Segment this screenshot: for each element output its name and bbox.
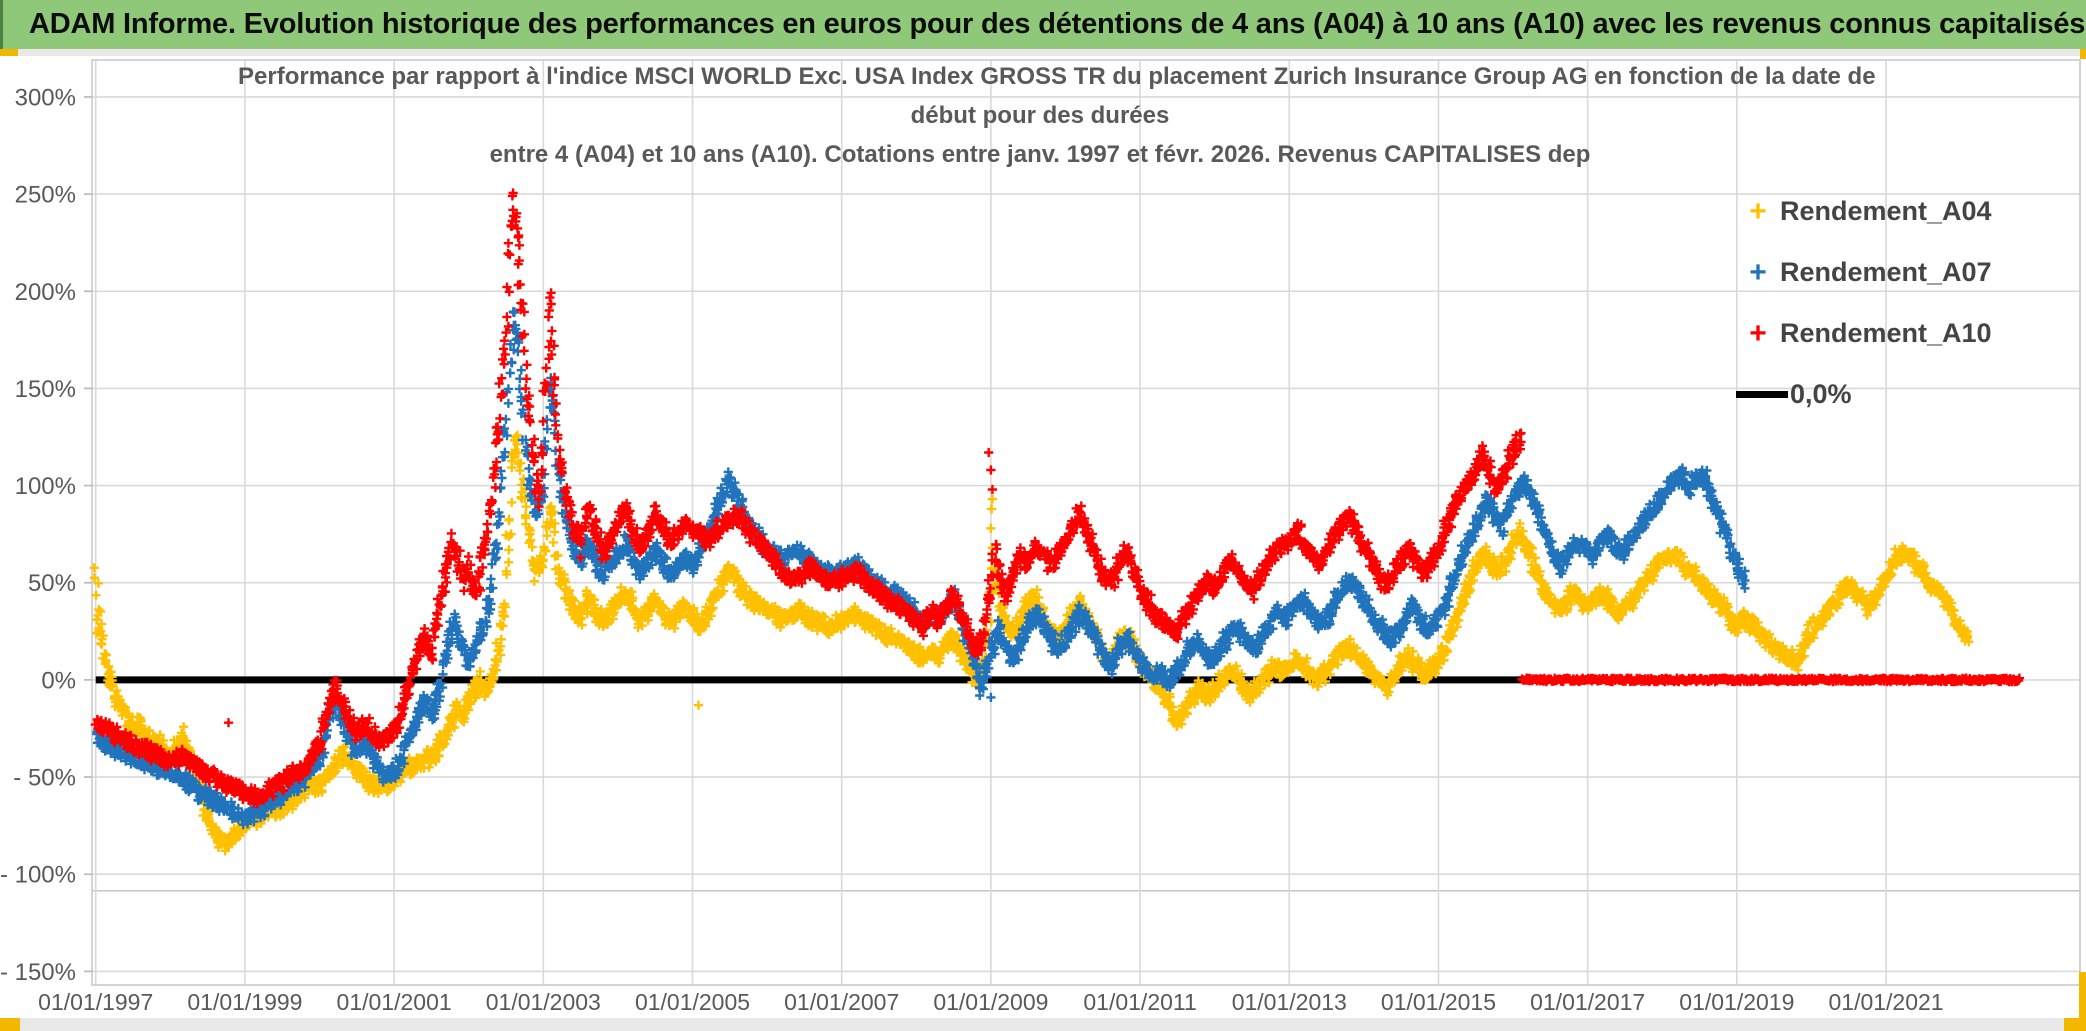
legend-item-rendement-a10[interactable]: + Rendement_A10 [1736,310,1992,357]
bottom-left-gold-accent [0,1018,20,1031]
svg-text:01/01/1999: 01/01/1999 [187,989,302,1015]
svg-text:01/01/2001: 01/01/2001 [337,989,452,1015]
legend-label: Rendement_A04 [1780,196,1992,226]
legend-item-rendement-a04[interactable]: + Rendement_A04 [1736,188,1992,235]
series-rendement_a10 [90,188,1526,809]
legend-label: 0,0% [1790,379,1852,409]
svg-text:01/01/2009: 01/01/2009 [933,989,1048,1015]
svg-text:01/01/2015: 01/01/2015 [1381,989,1496,1015]
series-rendement_a07 [92,307,1750,830]
header-bar: ADAM Informe. Evolution historique des p… [0,0,2086,49]
legend-item-rendement-a07[interactable]: + Rendement_A07 [1736,249,1992,296]
right-edge-gold-bar [2079,972,2086,1031]
chart-legend: + Rendement_A04 + Rendement_A07 + Rendem… [1736,188,1992,432]
legend-label: Rendement_A10 [1780,318,1992,348]
chart-title-line-1: Performance par rapport à l'indice MSCI … [238,63,1876,90]
page-title: ADAM Informe. Evolution historique des p… [29,8,2086,40]
svg-text:200%: 200% [15,279,76,306]
y-axis-tick-marks [84,96,92,973]
svg-text:0%: 0% [41,667,76,694]
top-left-gold-accent [0,49,18,56]
legend-item-zero-line[interactable]: 0,0% [1736,371,1992,418]
svg-text:- 50%: - 50% [13,765,76,792]
svg-text:01/01/2021: 01/01/2021 [1828,989,1943,1015]
svg-text:- 150%: - 150% [0,959,76,986]
svg-text:- 100%: - 100% [0,862,76,889]
svg-text:100%: 100% [15,473,76,500]
chart-title-line-2: début pour des durées [910,102,1170,129]
svg-text:300%: 300% [15,84,76,111]
svg-text:250%: 250% [15,182,76,209]
svg-text:01/01/2007: 01/01/2007 [784,989,899,1015]
svg-text:150%: 150% [15,376,76,403]
plus-marker-icon: + [1749,255,1767,289]
legend-label: Rendement_A07 [1780,257,1992,287]
plus-marker-icon: + [1749,316,1767,350]
top-divider-strip [0,49,2086,56]
chart-title-line-3: entre 4 (A04) et 10 ans (A10). Cotations… [489,141,1591,168]
svg-text:01/01/2011: 01/01/2011 [1083,989,1196,1015]
zero-line-marker-icon [1736,391,1788,398]
axis-labels: 300% 250% 200% 150% 100% 50% 0% - 50% - 100% - 15… [0,84,1944,1015]
bottom-divider-strip [0,1018,2086,1031]
chart-title: Performance par rapport à l'indice MSCI … [238,57,1876,174]
svg-text:50%: 50% [28,570,76,597]
svg-text:01/01/2003: 01/01/2003 [486,989,601,1015]
plus-marker-icon: + [1749,194,1767,228]
svg-text:01/01/2019: 01/01/2019 [1679,989,1794,1015]
svg-text:01/01/2017: 01/01/2017 [1530,989,1645,1015]
top-right-gold-accent [2080,49,2086,59]
series-rendement-a10-zero-segment [1517,673,2024,687]
svg-text:01/01/2005: 01/01/2005 [635,989,750,1015]
svg-text:01/01/2013: 01/01/2013 [1232,989,1347,1015]
series-rendement_a04 [89,430,1974,856]
svg-text:01/01/1997: 01/01/1997 [38,989,153,1015]
